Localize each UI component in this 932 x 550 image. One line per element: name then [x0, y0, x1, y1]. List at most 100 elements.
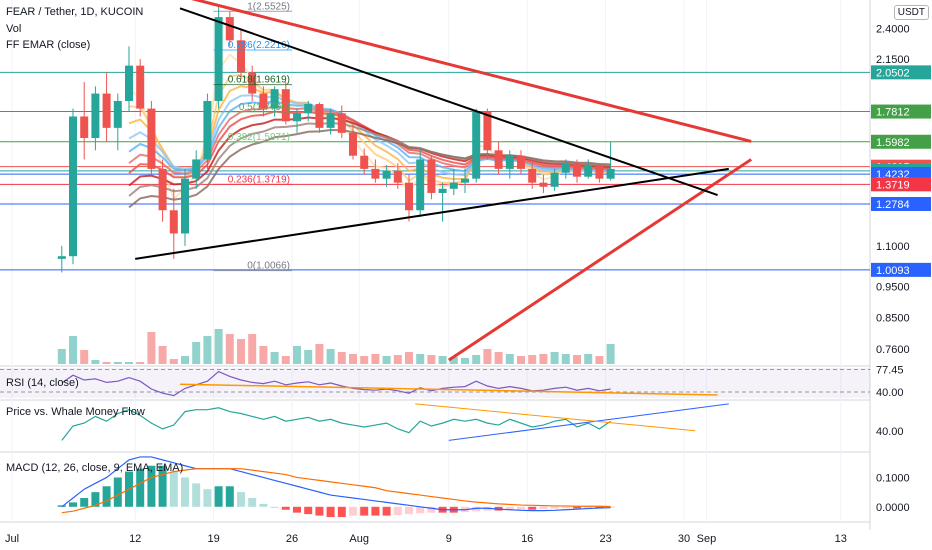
macd-histogram-bar — [80, 498, 89, 507]
candle-body — [158, 168, 167, 211]
currency-scale-button[interactable]: USDT — [893, 5, 929, 20]
macd-histogram-bar — [573, 506, 581, 509]
price-label-box — [871, 196, 931, 211]
fib-level-label: 0.5(1.7795) — [239, 102, 290, 113]
x-tick-label: 16 — [521, 533, 533, 545]
volume-bar — [293, 346, 301, 364]
candle-body — [405, 182, 413, 211]
candle-body — [315, 104, 324, 128]
candle-body — [69, 116, 77, 257]
resistance-trendline — [191, 0, 752, 143]
fib-level-label: 0.382(1.5971) — [228, 132, 290, 143]
price-label-box — [871, 134, 931, 149]
candle-body — [337, 113, 346, 133]
candle-body — [147, 108, 156, 169]
rsi-tick-label: 40.00 — [876, 387, 904, 399]
whale-money-flow-line — [61, 407, 611, 441]
macd-histogram-bar — [281, 506, 290, 510]
price-label-text: 1.2784 — [876, 199, 910, 211]
x-tick-label: 26 — [286, 533, 298, 545]
price-label-box — [871, 177, 931, 192]
volume-bar — [494, 352, 503, 364]
price-label-text: 1.5982 — [876, 137, 910, 149]
macd-histogram-bar — [539, 506, 548, 510]
macd-histogram-bar — [113, 477, 122, 507]
volume-bar — [449, 357, 458, 364]
rsi-band — [0, 368, 870, 398]
candle-body — [192, 159, 201, 179]
candle-body — [472, 111, 481, 179]
volume-bar — [281, 356, 290, 364]
macd-line — [61, 456, 611, 512]
volume-bar — [192, 342, 201, 364]
candle-body — [505, 155, 514, 169]
candle-body — [449, 182, 458, 189]
macd-histogram-bar — [169, 471, 178, 507]
volume-bar — [472, 355, 481, 364]
macd-histogram-bar — [326, 506, 335, 518]
x-tick-label: Sep — [697, 533, 717, 545]
y-tick-label: 2.1500 — [876, 54, 910, 66]
fib-level-label: 0.236(1.3719) — [228, 174, 290, 185]
macd-histogram-bar — [360, 506, 369, 516]
y-tick-label: 0.7600 — [876, 344, 910, 356]
macd-histogram-bar — [237, 492, 245, 507]
volume-bar — [517, 356, 525, 364]
price-label-box — [871, 104, 931, 119]
x-tick-label: Aug — [349, 533, 369, 545]
volume-bar — [259, 346, 268, 364]
macd-histogram-bar — [69, 502, 77, 507]
macd-histogram-bar — [181, 477, 189, 507]
volume-legend: Vol — [6, 23, 22, 35]
x-tick-label: 13 — [835, 533, 847, 545]
macd-histogram-bar — [517, 506, 525, 510]
x-tick-label: Jul — [5, 533, 19, 545]
candle-body — [125, 65, 133, 101]
macd-histogram-bar — [337, 506, 346, 518]
price-label-text: 2.0502 — [876, 67, 910, 79]
support-trendline — [447, 158, 753, 362]
macd-histogram-bar — [136, 468, 145, 507]
candle-body — [259, 93, 268, 109]
volume-bar — [80, 350, 89, 364]
fib-level-label: 0(1.0066) — [247, 261, 290, 272]
candle-body — [573, 163, 581, 177]
candle-body — [237, 40, 245, 73]
volume-bar — [214, 329, 223, 364]
macd-histogram-bar — [561, 506, 570, 509]
volume-bar — [461, 358, 469, 364]
macd-histogram-bar — [293, 506, 301, 513]
fib-level-label: 1(2.5525) — [247, 1, 290, 12]
price-label-box — [871, 65, 931, 80]
volume-bar — [438, 356, 447, 364]
volume-bar — [483, 349, 492, 364]
candle-body — [102, 93, 111, 128]
volume-bar — [371, 354, 380, 364]
macd-histogram-bar — [304, 506, 313, 515]
macd-histogram-bar — [584, 506, 593, 508]
macd-histogram-bar — [91, 492, 100, 507]
volume-bar — [405, 352, 413, 364]
macd-histogram-bar — [427, 506, 436, 513]
volume-bar — [125, 362, 133, 364]
candle-body — [483, 111, 492, 151]
volume-bar — [337, 352, 346, 364]
volume-bar — [539, 354, 548, 364]
macd-histogram-bar — [270, 506, 279, 508]
whale-pane-title: Price vs. Whale Money Flow — [6, 406, 145, 418]
candle-body — [57, 256, 66, 259]
candle-body — [539, 182, 548, 187]
macd-histogram-bar — [606, 506, 615, 508]
y-tick-label: 0.9500 — [876, 282, 910, 294]
volume-bar — [113, 362, 122, 364]
volume-bar — [584, 354, 593, 364]
volume-bar — [416, 354, 425, 364]
volume-bar — [315, 344, 324, 364]
macd-histogram-bar — [158, 465, 167, 507]
candle-body — [371, 168, 380, 179]
candle-body — [270, 89, 279, 109]
macd-tick-label: 0.1000 — [876, 472, 910, 484]
volume-bar — [360, 356, 369, 364]
triangle-upper-line — [179, 7, 718, 197]
